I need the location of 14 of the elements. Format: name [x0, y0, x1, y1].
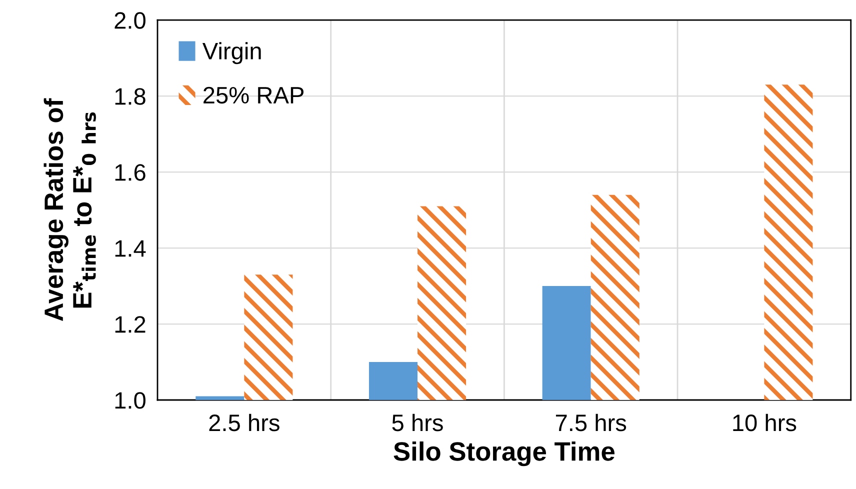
x-tick-label: 7.5 hrs [556, 414, 626, 432]
y-tick-label: 2.0 [114, 12, 146, 29]
y-tick-label: 1.2 [115, 316, 146, 333]
legend-label: Virgin [202, 42, 261, 64]
legend-label: 25% RAP [204, 86, 304, 104]
y-tick-label: 1.0 [115, 392, 146, 409]
x-tick-label: 5 hrs [392, 414, 443, 432]
y-tick-label: 1.4 [115, 240, 146, 257]
y-tick-label: 1.6 [115, 164, 146, 181]
x-tick-label: 10 hrs [733, 414, 796, 432]
x-tick-label: 2.5 hrs [209, 414, 280, 432]
y-tick-label: 1.8 [115, 88, 146, 105]
x-axis-title: Silo Storage Time [394, 441, 614, 466]
y-axis-title: Average Ratios of E*$_{time}$ to E*$_{0 hrs}$ [44, 98, 96, 322]
